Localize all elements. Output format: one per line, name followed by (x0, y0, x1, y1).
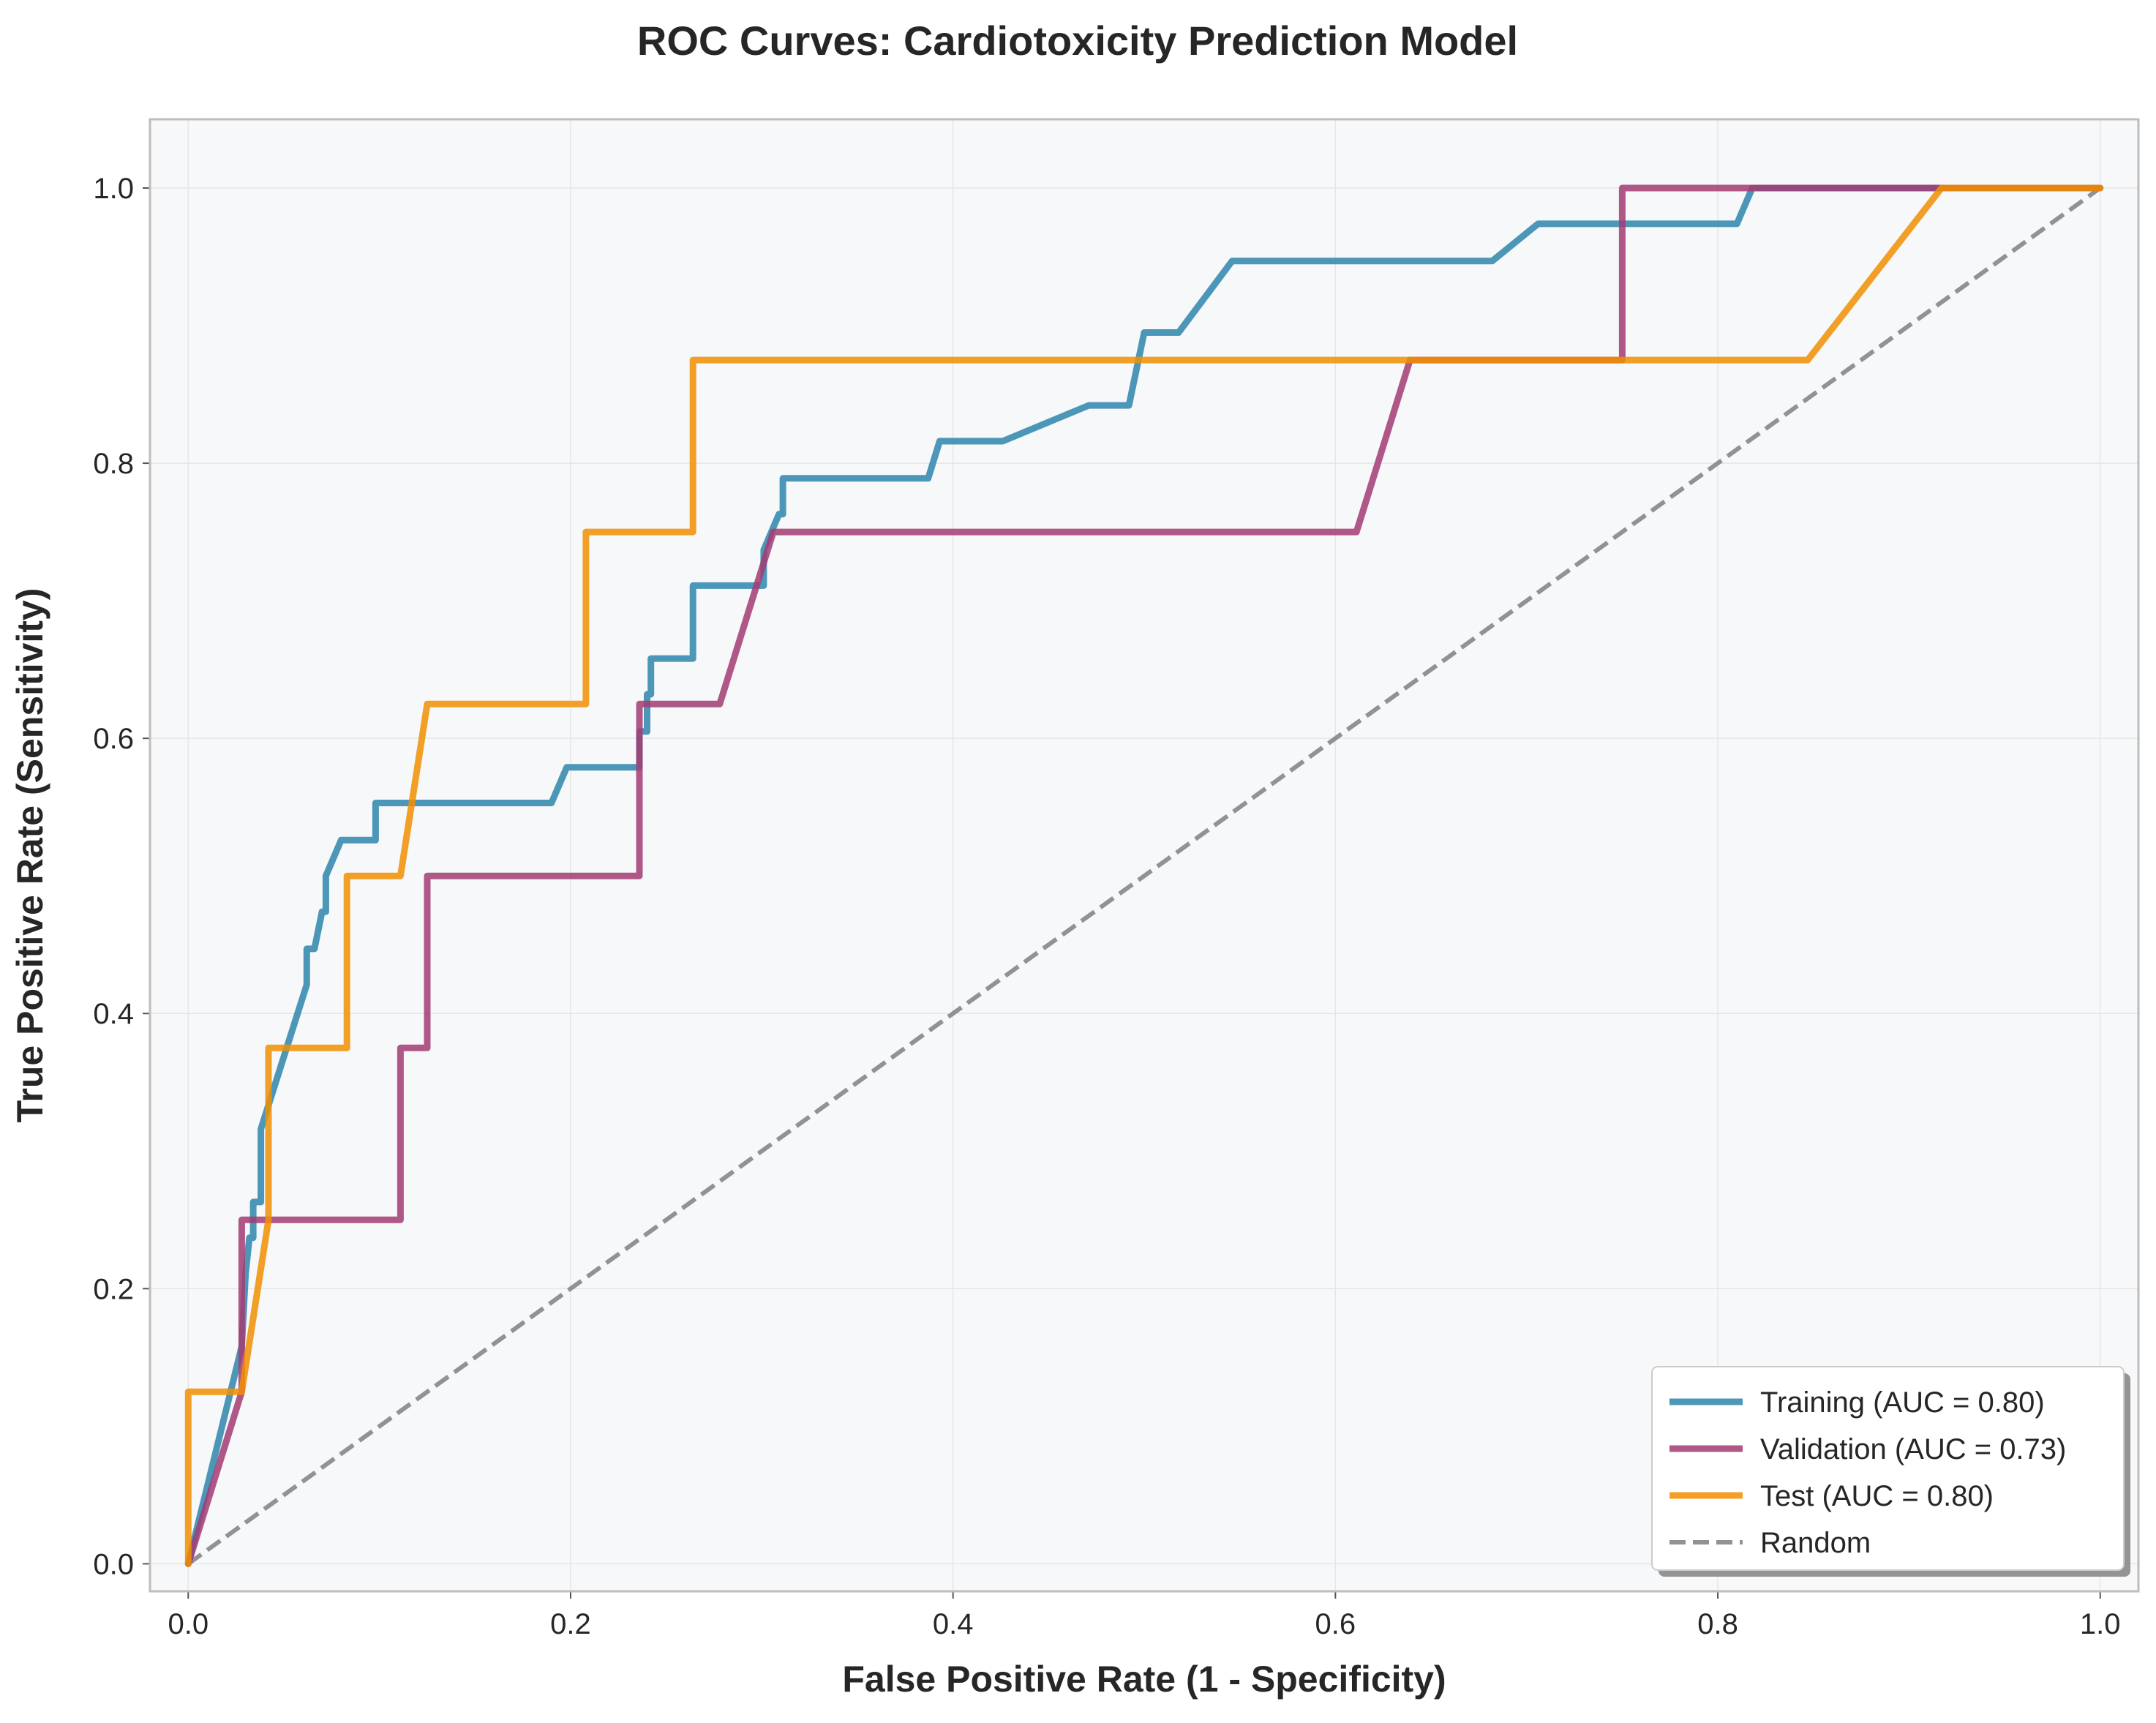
y-axis-title: True Positive Rate (Sensitivity) (10, 588, 50, 1123)
x-tick-label: 0.2 (550, 1608, 591, 1640)
x-tick-label: 0.6 (1315, 1608, 1356, 1640)
legend-box (1651, 1366, 2125, 1571)
x-tick-label: 1.0 (2080, 1608, 2121, 1640)
x-tick-label: 0.4 (933, 1608, 974, 1640)
random-reference-line (187, 186, 2102, 1566)
plot-area (150, 119, 2138, 1591)
axis-ticks (143, 187, 2101, 1599)
plot-frame (149, 118, 2140, 1593)
x-axis-tick-labels: 0.0 0.2 0.4 0.6 0.8 1.0 (168, 1608, 2120, 1640)
legend-label: Validation (AUC = 0.73) (1760, 1433, 2066, 1465)
x-tick-label: 0.8 (1697, 1608, 1738, 1640)
x-axis-title: False Positive Rate (1 - Specificity) (842, 1659, 1446, 1700)
series-lines (184, 184, 2104, 1567)
y-tick-label: 0.6 (93, 723, 134, 755)
chart-title: ROC Curves: Cardiotoxicity Prediction Mo… (637, 18, 1518, 64)
roc-line-validation (184, 184, 2104, 1567)
y-tick-label: 0.0 (93, 1548, 134, 1580)
legend-label: Test (AUC = 0.80) (1760, 1480, 1994, 1512)
y-tick-label: 1.0 (93, 173, 134, 205)
y-tick-label: 0.8 (93, 448, 134, 480)
roc-line-training (184, 184, 2104, 1567)
grid-lines (150, 119, 2138, 1591)
roc-line-test (184, 184, 2104, 1567)
y-tick-label: 0.2 (93, 1273, 134, 1305)
x-tick-label: 0.0 (168, 1608, 209, 1640)
y-axis-tick-labels: 0.0 0.2 0.4 0.6 0.8 1.0 (93, 173, 134, 1580)
legend-label: Random (1760, 1527, 1871, 1559)
y-tick-label: 0.4 (93, 998, 134, 1030)
legend: Training (AUC = 0.80) Validation (AUC = 0… (1651, 1366, 2130, 1577)
legend-label: Training (AUC = 0.80) (1760, 1386, 2045, 1419)
